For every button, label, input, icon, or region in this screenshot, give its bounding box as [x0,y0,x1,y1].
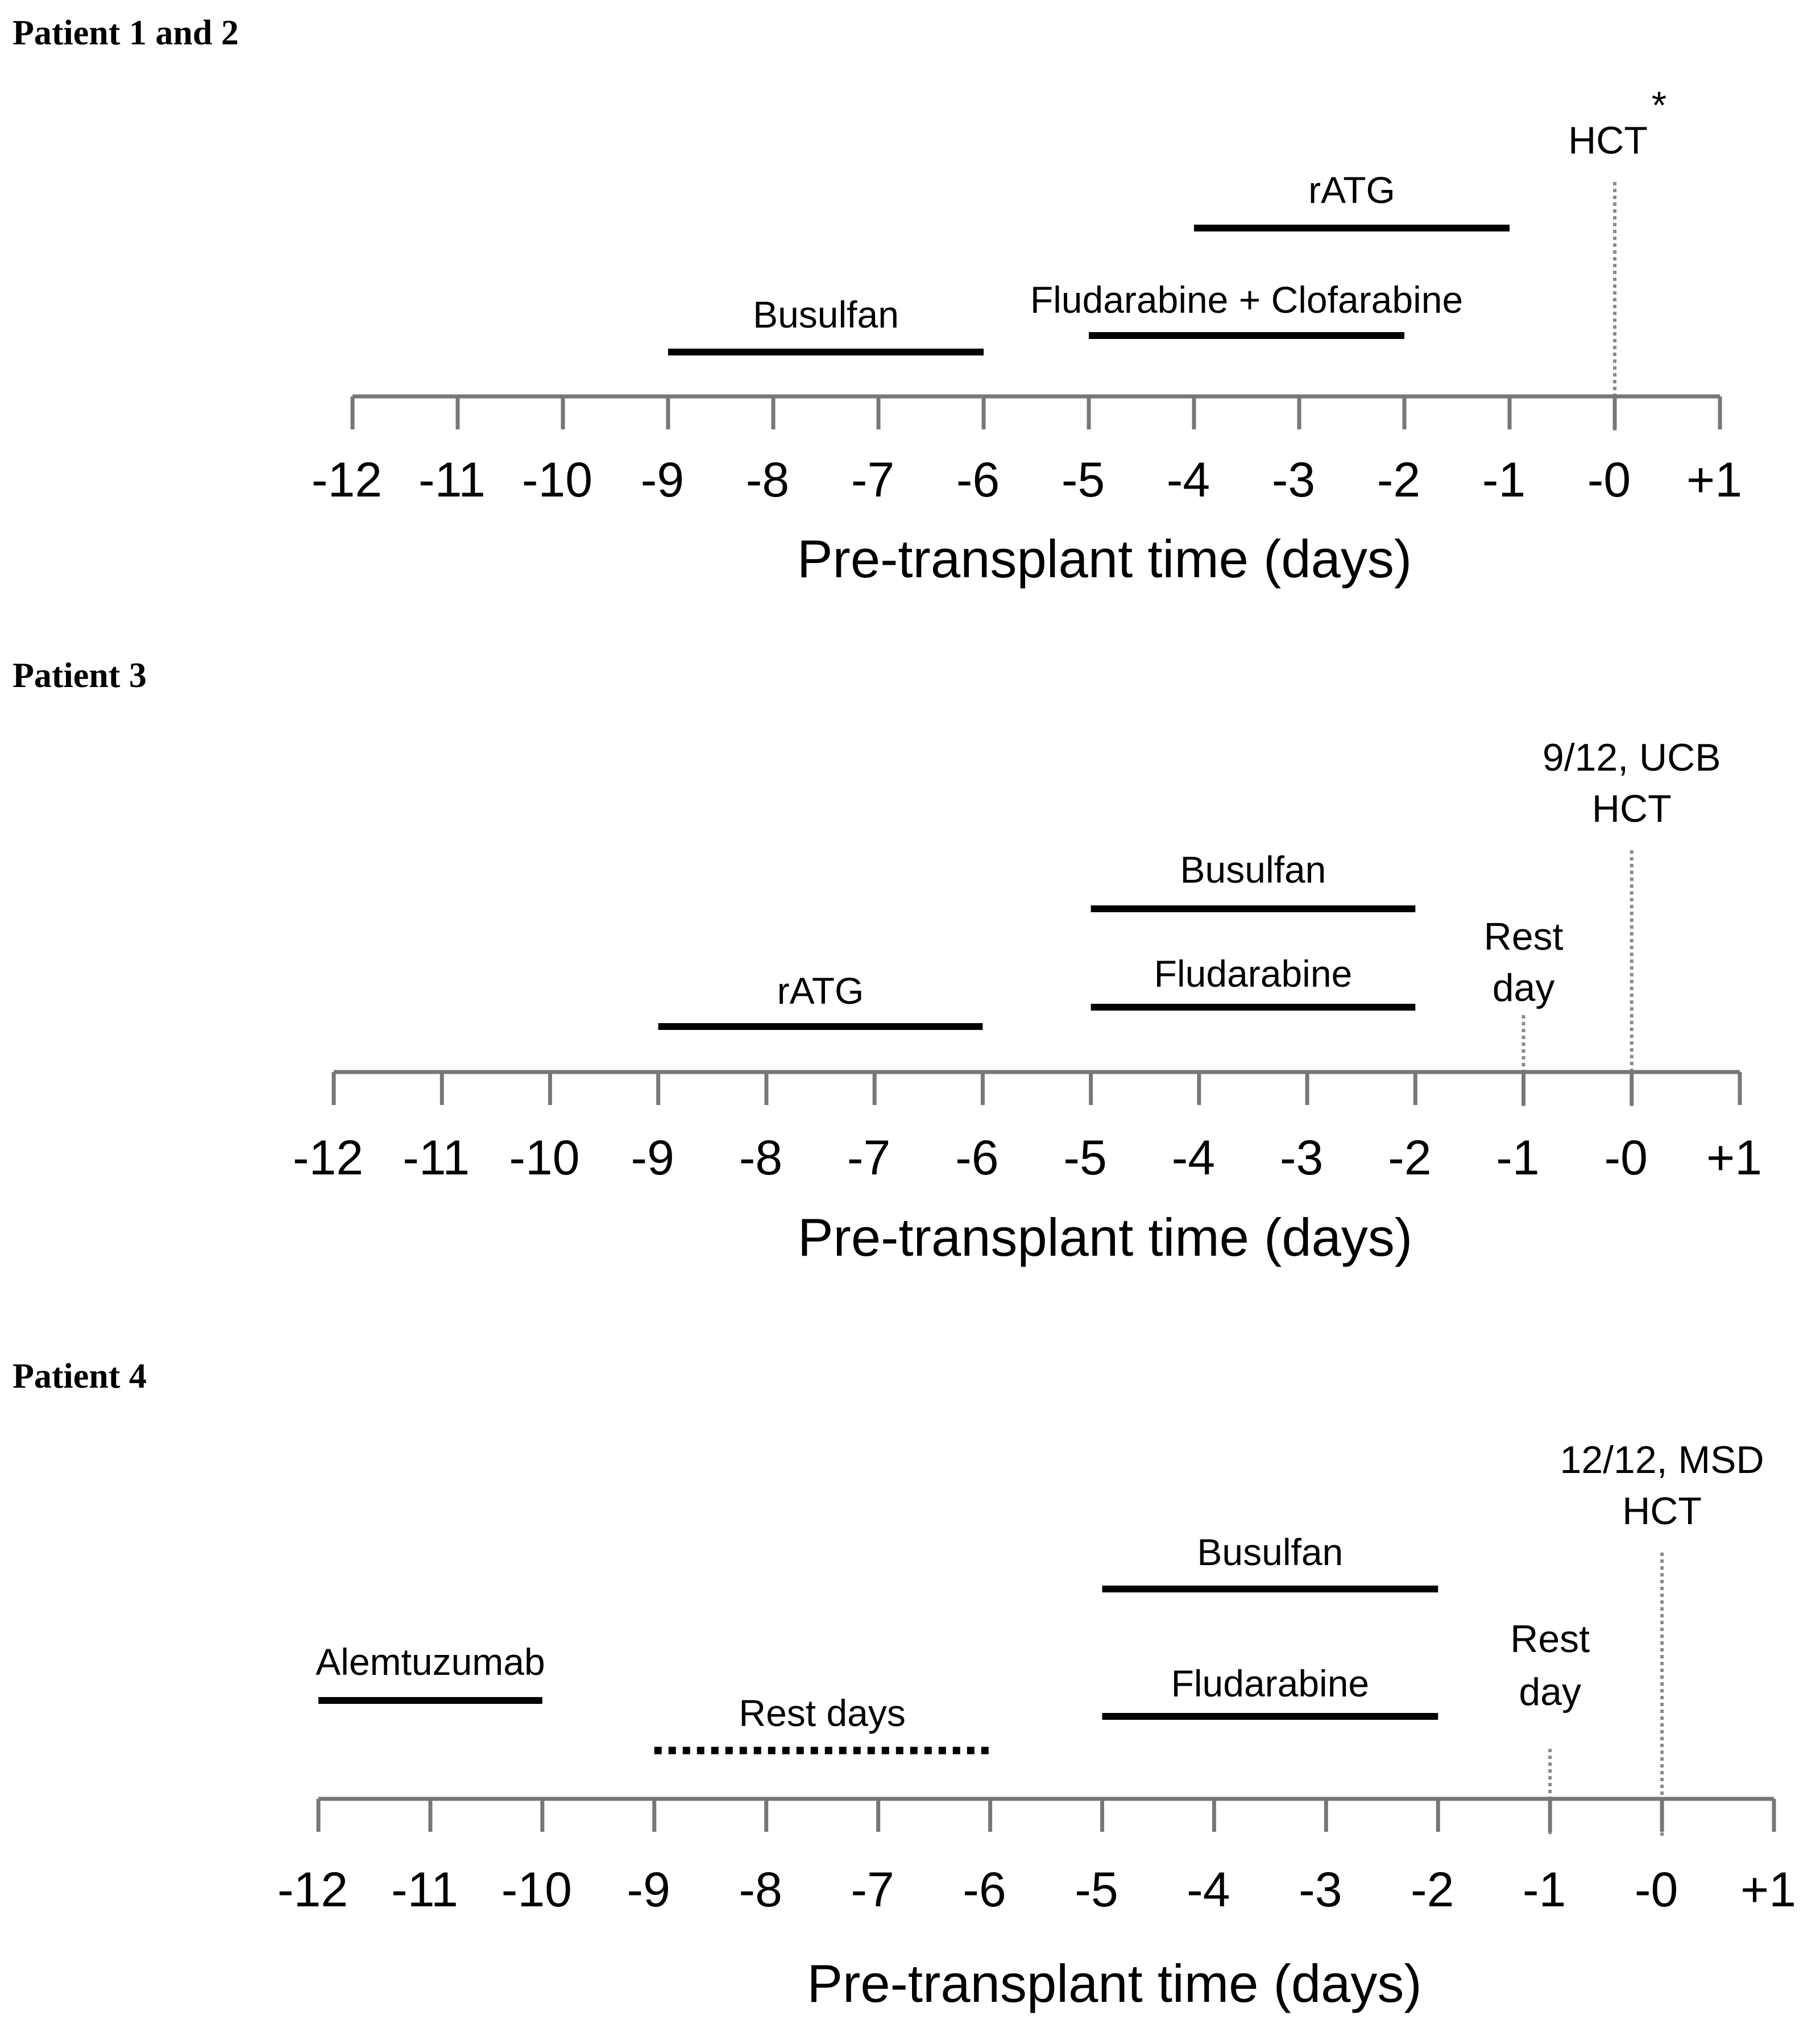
tick-label: -10 [522,453,592,507]
tick-label: -9 [631,1131,674,1185]
tick-label: -7 [851,453,894,507]
tick-label: -0 [1605,1131,1648,1185]
treatment-label: Busulfan [1197,1531,1343,1573]
tick-label: +1 [1686,453,1742,507]
tick-label: -7 [851,1863,894,1917]
tick-label: -7 [847,1131,890,1185]
tick-label: +1 [1706,1131,1762,1185]
tick-label: -6 [963,1863,1006,1917]
tick-label: -12 [277,1863,348,1917]
tick-label: -10 [501,1863,572,1917]
axis-label: Pre-transplant time (days) [807,1954,1421,2013]
tick-label: -8 [739,1863,782,1917]
tick-label: -11 [403,1131,470,1185]
panel-1: Patient 1 and 2 HCT* rATG Busulfan Fludarabi… [13,14,1742,589]
panel-title: Patient 3 [13,656,147,695]
treatment-label: Alemtuzumab [316,1641,545,1683]
tick-label: -2 [1377,453,1420,507]
marker-label: HCT [1592,787,1672,830]
tick-label: -2 [1411,1863,1454,1917]
marker-label: Rest [1510,1617,1590,1661]
treatment-label: Fludarabine + Clofarabine [1030,279,1463,321]
tick-label: -3 [1272,453,1315,507]
tick-label: -12 [312,453,382,507]
axis-label: Pre-transplant time (days) [798,1207,1412,1267]
panel-title: Patient 4 [13,1357,147,1396]
tick-label: -1 [1523,1863,1566,1917]
tick-label: -2 [1388,1131,1431,1185]
tick-label: -0 [1635,1863,1678,1917]
treatment-label: rATG [777,970,864,1012]
marker-label: HCT [1622,1489,1702,1533]
marker-superscript: * [1652,84,1666,127]
tick-label: -3 [1299,1863,1342,1917]
tick-label: -5 [1075,1863,1118,1917]
tick-label: -3 [1280,1131,1323,1185]
tick-label: -8 [746,453,789,507]
treatment-label: Fludarabine [1171,1662,1370,1704]
tick-label: -6 [956,453,1000,507]
tick-label: -5 [1062,453,1105,507]
marker-label: Rest [1484,915,1564,958]
tick-label: -11 [418,453,486,507]
marker-label: 9/12, UCB [1543,736,1721,779]
tick-label: -9 [627,1863,670,1917]
tick-label: -4 [1187,1863,1230,1917]
tick-label: -0 [1587,453,1631,507]
tick-label: -1 [1482,453,1525,507]
tick-label: -1 [1496,1131,1539,1185]
treatment-label: Busulfan [753,293,899,336]
treatment-label: Fludarabine [1154,953,1353,995]
treatment-label: Busulfan [1180,849,1326,891]
tick-label: -10 [509,1131,579,1185]
axis-label: Pre-transplant time (days) [797,529,1412,589]
tick-label: -6 [955,1131,998,1185]
tick-label: -9 [641,453,684,507]
marker-label: HCT [1568,119,1648,162]
tick-label: -5 [1063,1131,1106,1185]
tick-label: -12 [293,1131,363,1185]
marker-label: day [1493,966,1555,1009]
panel-2: Patient 3 9/12, UCB HCT Rest day Busulfan Flud… [13,656,1762,1267]
treatment-label: rATG [1308,169,1395,211]
tick-label: -4 [1172,1131,1215,1185]
tick-label: -4 [1167,453,1210,507]
panel-3: Patient 4 12/12, MSD HCT Rest day Busulfan Flu… [13,1357,1796,2013]
marker-label: 12/12, MSD [1560,1438,1764,1482]
marker-label: day [1519,1670,1581,1714]
panel-title: Patient 1 and 2 [13,14,239,52]
tick-label: +1 [1740,1863,1796,1917]
treatment-label: Rest days [739,1692,905,1734]
tick-label: -8 [739,1131,782,1185]
tick-label: -11 [391,1863,458,1917]
